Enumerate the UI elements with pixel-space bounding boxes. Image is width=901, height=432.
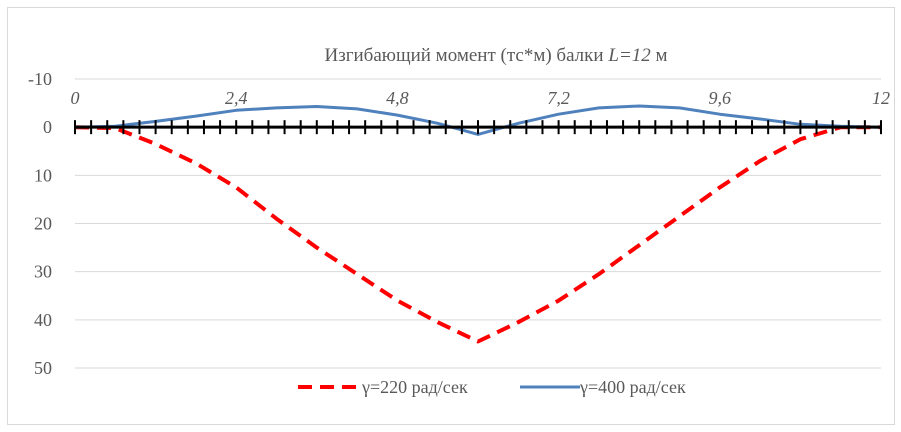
chart-title: Изгибающий момент (тс*м) балки L=12 м bbox=[324, 45, 667, 66]
series-line-gamma-400 bbox=[74, 104, 882, 136]
series-line-gamma-220 bbox=[74, 125, 881, 344]
x-tick-label: 9,6 bbox=[709, 88, 732, 108]
series-layer bbox=[74, 104, 882, 344]
legend-label-gamma-220: γ=220 рад/сек bbox=[361, 377, 468, 397]
y-tick-label: 30 bbox=[34, 262, 52, 282]
chart-area bbox=[7, 7, 895, 425]
x-axis bbox=[74, 120, 882, 135]
y-tick-label: 50 bbox=[34, 358, 52, 378]
x-tick-label: 0 bbox=[71, 88, 80, 108]
y-tick-label: 20 bbox=[34, 214, 52, 234]
x-tick-label: 2,4 bbox=[225, 88, 248, 108]
legend: γ=220 рад/сек γ=400 рад/сек bbox=[298, 377, 686, 397]
y-axis-tick-labels: -10 0 10 20 30 40 50 bbox=[28, 69, 52, 378]
legend-item-gamma-220: γ=220 рад/сек bbox=[298, 377, 468, 397]
y-tick-label: 10 bbox=[34, 165, 52, 185]
x-axis-tick-labels: 0 2,4 4,8 7,2 9,6 12 bbox=[71, 88, 891, 108]
y-tick-label: -10 bbox=[28, 69, 52, 89]
x-tick-label: 4,8 bbox=[386, 88, 409, 108]
y-tick-label: 40 bbox=[34, 310, 52, 330]
x-tick-label: 7,2 bbox=[547, 88, 570, 108]
legend-item-gamma-400: γ=400 рад/сек bbox=[520, 377, 686, 397]
y-tick-label: 0 bbox=[43, 117, 52, 137]
x-tick-label: 12 bbox=[872, 88, 890, 108]
legend-label-gamma-400: γ=400 рад/сек bbox=[579, 377, 686, 397]
